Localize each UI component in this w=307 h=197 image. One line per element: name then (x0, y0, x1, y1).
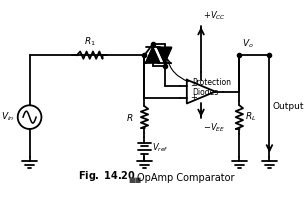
Text: $+V_{CC}$: $+V_{CC}$ (203, 10, 226, 22)
Text: $R$: $R$ (126, 112, 134, 123)
Text: $R_1$: $R_1$ (84, 35, 96, 48)
Text: $-V_{EE}$: $-V_{EE}$ (203, 122, 225, 134)
Polygon shape (146, 47, 160, 63)
Text: $\mathbf{Fig.}$ $\mathbf{14.20}$: $\mathbf{Fig.}$ $\mathbf{14.20}$ (78, 169, 136, 183)
Text: +: + (190, 93, 197, 102)
Text: −: − (190, 81, 197, 90)
Text: $V_o$: $V_o$ (242, 37, 254, 50)
Text: Protection
Diodes: Protection Diodes (192, 78, 231, 97)
Text: $V_{ref}$: $V_{ref}$ (152, 142, 168, 154)
Polygon shape (158, 47, 171, 63)
Text: OpAmp Comparator: OpAmp Comparator (137, 173, 235, 183)
Text: Output: Output (272, 102, 304, 111)
Text: $V_{in}$: $V_{in}$ (2, 111, 15, 123)
Text: $R_L$: $R_L$ (245, 111, 256, 123)
Text: ■■: ■■ (128, 177, 141, 183)
